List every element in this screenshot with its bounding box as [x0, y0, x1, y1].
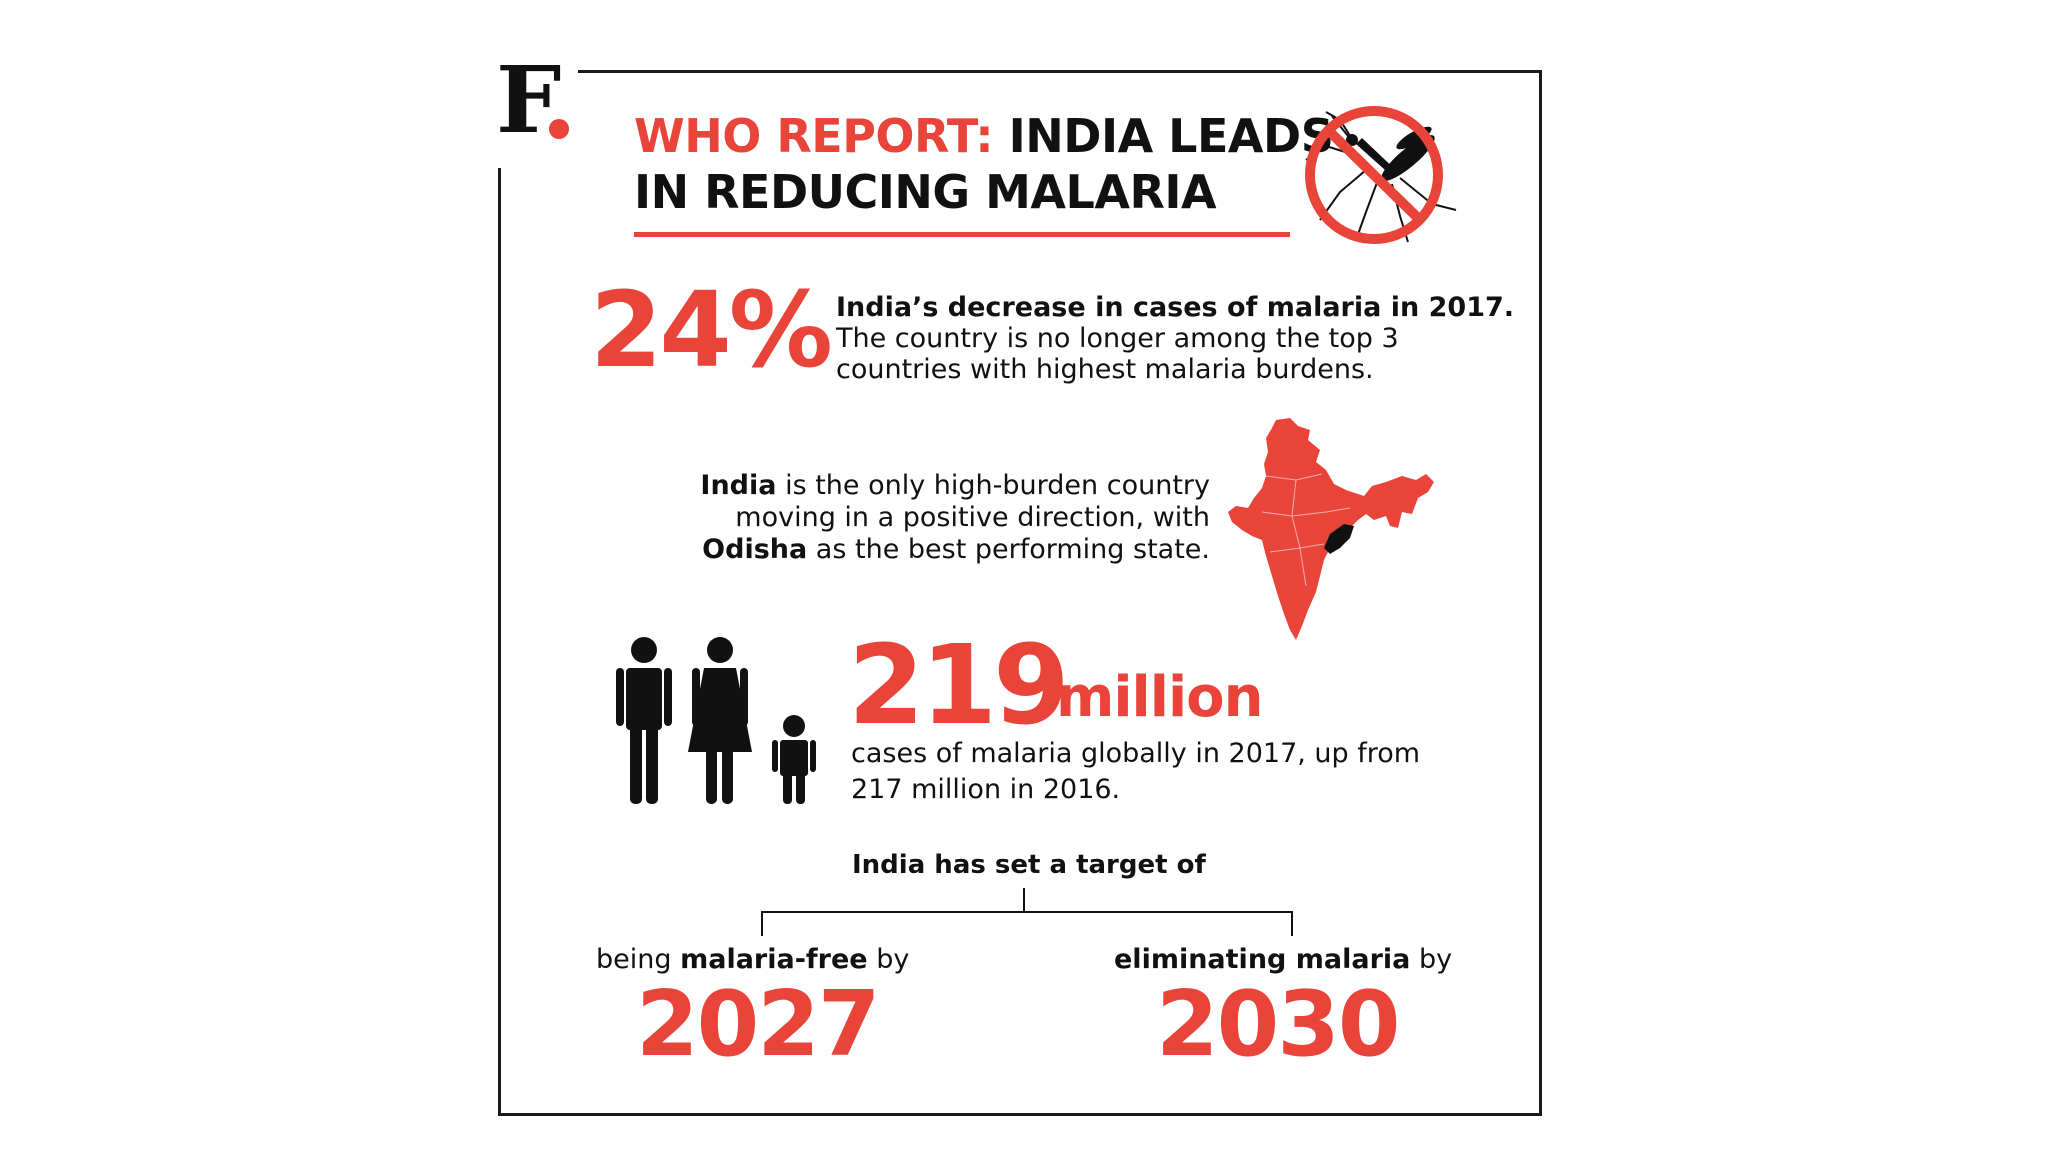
target-heading: India has set a target of [852, 850, 1206, 880]
decrease-line-3: countries with highest malaria burdens. [836, 354, 1374, 385]
infographic-frame [498, 70, 1542, 1116]
title-underline [634, 232, 1290, 237]
decrease-description: India’s decrease in cases of malaria in … [836, 292, 1514, 385]
target-left-bold: malaria-free [680, 944, 868, 975]
decrease-line-2: The country is no longer among the top 3 [836, 323, 1399, 354]
global-cases-line-2: 217 million in 2016. [851, 774, 1121, 805]
india-map-icon [1228, 418, 1434, 640]
india-note: India is the only high-burden country mo… [640, 470, 1210, 566]
logo-dot [549, 119, 569, 139]
india-note-line-1: is the only high-burden country [776, 470, 1210, 501]
target-year-2030: 2030 [1156, 972, 1400, 1077]
page-title: WHO REPORT: INDIA LEADS IN REDUCING MALA… [634, 108, 1334, 220]
target-right-post: by [1410, 944, 1453, 975]
title-part-1: INDIA LEADS [993, 109, 1334, 163]
target-bracket [761, 888, 1293, 936]
target-eliminating: eliminating malaria by [1114, 944, 1452, 975]
no-mosquito-icon [1305, 106, 1457, 244]
title-red-part: WHO REPORT: [634, 109, 994, 163]
target-malaria-free: being malaria-free by [596, 944, 909, 975]
target-year-2027: 2027 [636, 972, 880, 1077]
target-right-bold: eliminating malaria [1114, 944, 1411, 975]
global-cases-line-1: cases of malaria globally in 2017, up fr… [851, 738, 1421, 769]
india-label: India [700, 470, 777, 501]
title-part-2: IN REDUCING MALARIA [634, 165, 1217, 219]
target-left-post: by [867, 944, 910, 975]
decrease-line-1: India’s decrease in cases of malaria in … [836, 292, 1515, 323]
family-icon [616, 637, 816, 804]
india-note-line-2: moving in a positive direction, with [735, 502, 1210, 533]
global-cases-description: cases of malaria globally in 2017, up fr… [851, 736, 1420, 808]
odisha-label: Odisha [702, 534, 808, 565]
global-cases-unit: million [1056, 665, 1263, 730]
target-left-pre: being [596, 944, 681, 975]
decrease-value: 24% [590, 269, 833, 391]
global-cases-value: 219 [848, 621, 1070, 749]
india-note-line-3: as the best performing state. [807, 534, 1210, 565]
logo-backdrop [488, 58, 578, 168]
